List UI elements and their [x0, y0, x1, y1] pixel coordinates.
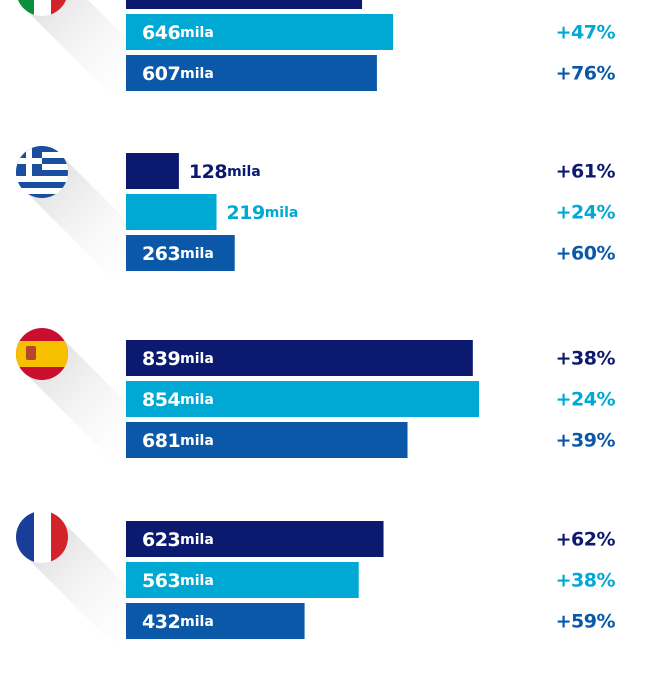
flag-greece	[16, 146, 150, 280]
value-unit: mila	[180, 532, 214, 548]
value-unit: mila	[180, 573, 214, 589]
value-label: 128mila	[189, 161, 261, 183]
bar	[126, 0, 363, 9]
bar	[126, 235, 235, 271]
change-label: +60%	[556, 243, 616, 265]
value-label: 681mila	[142, 430, 214, 452]
change-label: +24%	[556, 202, 616, 224]
value-label: 854mila	[142, 389, 214, 411]
bar	[126, 340, 473, 376]
value-unit: mila	[180, 25, 214, 41]
value-number: 219	[227, 202, 265, 224]
value-unit: mila	[180, 392, 214, 408]
change-label: +39%	[556, 430, 616, 452]
value-number: 563	[142, 570, 180, 592]
bar	[126, 521, 384, 557]
change-label: +24%	[556, 389, 616, 411]
change-label: +76%	[556, 63, 616, 85]
value-label: 432mila	[142, 611, 214, 633]
value-unit: mila	[227, 164, 261, 180]
change-label: +47%	[556, 22, 616, 44]
value-label: 646mila	[142, 22, 214, 44]
change-label: +38%	[556, 570, 616, 592]
change-label: +62%	[556, 529, 616, 551]
bar	[126, 562, 359, 598]
value-number: 263	[142, 243, 180, 265]
bar	[126, 55, 377, 91]
value-label: 607mila	[142, 63, 214, 85]
value-unit: mila	[180, 246, 214, 262]
value-label: 623mila	[142, 529, 214, 551]
change-label: +61%	[556, 161, 616, 183]
bar	[126, 603, 305, 639]
bar	[126, 153, 179, 189]
value-label: 839mila	[142, 348, 214, 370]
flag-france	[16, 511, 150, 645]
bar	[126, 381, 480, 417]
value-unit: mila	[180, 614, 214, 630]
value-number: 646	[142, 22, 180, 44]
value-label: 563mila	[142, 570, 214, 592]
value-number: 839	[142, 348, 180, 370]
value-unit: mila	[265, 205, 299, 221]
change-label: +59%	[556, 611, 616, 633]
bar	[126, 14, 394, 50]
value-unit: mila	[180, 433, 214, 449]
value-number: 681	[142, 430, 180, 452]
value-unit: mila	[180, 351, 214, 367]
change-label: +38%	[556, 348, 616, 370]
value-number: 128	[189, 161, 227, 183]
value-number: 854	[142, 389, 180, 411]
flag-spain	[16, 328, 150, 462]
value-unit: mila	[180, 66, 214, 82]
bar	[126, 194, 217, 230]
value-label: 263mila	[142, 243, 214, 265]
value-number: 432	[142, 611, 180, 633]
value-number: 623	[142, 529, 180, 551]
value-number: 607	[142, 63, 180, 85]
bar	[126, 422, 408, 458]
value-label: 219mila	[227, 202, 299, 224]
